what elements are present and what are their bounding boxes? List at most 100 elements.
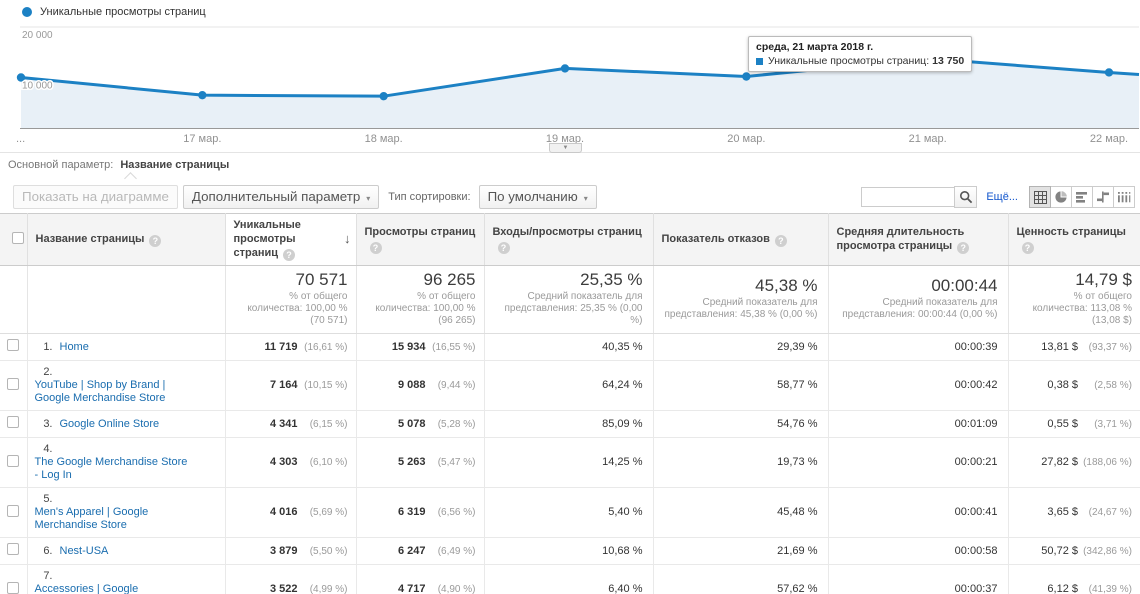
header-page-title[interactable]: Название страницы? bbox=[27, 213, 226, 266]
page-title-cell: 5.Men's Apparel | Google Merchandise Sto… bbox=[27, 487, 226, 538]
page-title-link[interactable]: The Google Merchandise Store - Log In bbox=[34, 456, 188, 481]
metric-value: 0,55 $ bbox=[1047, 417, 1078, 430]
pageviews-cell: 9 088 (9,44 %) bbox=[356, 360, 485, 411]
row-checkbox[interactable] bbox=[7, 377, 20, 390]
help-icon[interactable]: ? bbox=[957, 242, 970, 254]
entrances-cell: 40,35 % bbox=[484, 333, 654, 361]
metric-percent: (3,71 %) bbox=[1094, 418, 1132, 430]
header-entrances[interactable]: Входы/просмотры страниц? bbox=[484, 213, 654, 266]
help-icon[interactable]: ? bbox=[369, 242, 382, 254]
page-value-cell: 3,65 $ (24,67 %) bbox=[1008, 487, 1140, 538]
chart-x-axis-labels: ... 17 мар. 18 мар. 19 мар. 20 мар. 21 мар. 22… bbox=[0, 133, 1140, 147]
row-checkbox[interactable] bbox=[7, 543, 20, 555]
header-avg-time[interactable]: Средняя длительность просмотра страницы? bbox=[828, 213, 1009, 266]
header-pageviews[interactable]: Просмотры страниц? bbox=[356, 213, 485, 266]
performance-view-button[interactable] bbox=[1071, 186, 1093, 208]
metric-percent: (41,39 %) bbox=[1088, 584, 1132, 594]
select-all-checkbox[interactable] bbox=[12, 231, 24, 244]
svg-text:20 000: 20 000 bbox=[22, 30, 53, 41]
page-title-link[interactable]: YouTube | Shop by Brand | Google Merchan… bbox=[34, 379, 166, 404]
comparison-view-button[interactable] bbox=[1092, 186, 1114, 208]
summary-empty bbox=[0, 265, 28, 334]
metric-value: 3 522 bbox=[269, 583, 298, 594]
summary-empty bbox=[27, 265, 226, 334]
x-axis-label: 17 мар. bbox=[183, 133, 222, 145]
row-checkbox[interactable] bbox=[7, 581, 20, 594]
header-unique-pageviews[interactable]: Уникальные просмотры страниц? ↓ bbox=[225, 213, 357, 266]
help-icon[interactable]: ? bbox=[1021, 242, 1034, 254]
table-row: 6. Nest-USA 3 879 (5,50 %) 6 247 (6,49 %) 10,6… bbox=[0, 537, 1140, 565]
search-input[interactable] bbox=[861, 187, 956, 207]
help-icon[interactable]: ? bbox=[774, 235, 787, 247]
unique-pageviews-cell: 4 341 (6,15 %) bbox=[225, 410, 357, 438]
row-checkbox[interactable] bbox=[7, 454, 20, 467]
plot-rows-button[interactable]: Показать на диаграмме bbox=[13, 185, 178, 209]
help-icon[interactable]: ? bbox=[283, 249, 296, 261]
tooltip-label: Уникальные просмотры страниц: bbox=[768, 55, 930, 67]
metric-value: 5,40 % bbox=[608, 506, 643, 518]
page-title-cell: 2.YouTube | Shop by Brand | Google Merch… bbox=[27, 360, 226, 411]
avg-time-cell: 00:00:58 bbox=[828, 537, 1009, 565]
metric-value: 3,65 $ bbox=[1047, 506, 1078, 518]
row-checkbox[interactable] bbox=[7, 504, 20, 517]
row-checkbox-cell bbox=[0, 437, 28, 488]
page-title-cell: 4.The Google Merchandise Store - Log In bbox=[27, 437, 226, 488]
metric-value: 6,12 $ bbox=[1047, 583, 1078, 594]
summary-pageviews: 96 265% от общего количества: 100,00 % (… bbox=[356, 265, 485, 334]
x-axis-label: 20 мар. bbox=[727, 133, 766, 145]
table-view-button[interactable] bbox=[1029, 186, 1051, 208]
chart-legend: Уникальные просмотры страниц bbox=[22, 6, 206, 18]
metric-value: 4 717 bbox=[397, 583, 426, 594]
metric-value: 6,40 % bbox=[608, 583, 643, 594]
more-link[interactable]: Ещё... bbox=[986, 191, 1018, 203]
page-title-link[interactable]: Accessories | Google Merchandise Store bbox=[34, 583, 139, 594]
header-bounce-rate[interactable]: Показатель отказов? bbox=[653, 213, 829, 266]
table-row: 2.YouTube | Shop by Brand | Google Merch… bbox=[0, 360, 1140, 411]
help-icon[interactable]: ? bbox=[497, 242, 510, 254]
row-checkbox-cell bbox=[0, 487, 28, 538]
row-checkbox-cell bbox=[0, 564, 28, 594]
entrances-cell: 10,68 % bbox=[484, 537, 654, 565]
row-checkbox[interactable] bbox=[7, 416, 20, 428]
page-title-link[interactable]: Nest-USA bbox=[59, 544, 109, 557]
row-checkbox[interactable] bbox=[7, 339, 20, 351]
sort-type-dropdown[interactable]: По умолчанию ▾ bbox=[478, 185, 597, 209]
metric-value: 6 247 bbox=[397, 544, 426, 557]
percentage-view-button[interactable] bbox=[1050, 186, 1072, 208]
page-value-cell: 50,72 $ (342,86 %) bbox=[1008, 537, 1140, 565]
metric-percent: (10,15 %) bbox=[304, 380, 348, 391]
metric-value: 00:00:58 bbox=[954, 544, 998, 557]
search-button[interactable] bbox=[954, 186, 978, 208]
tooltip-series-icon bbox=[756, 57, 763, 65]
row-checkbox-cell bbox=[0, 410, 28, 438]
page-value-cell: 27,82 $ (188,06 %) bbox=[1008, 437, 1140, 488]
bounce-rate-cell: 54,76 % bbox=[653, 410, 829, 438]
metric-value: 5 078 bbox=[397, 417, 426, 430]
page-title-link[interactable]: Google Online Store bbox=[59, 417, 160, 430]
metric-percent: (6,10 %) bbox=[309, 457, 348, 468]
pageviews-area-chart[interactable]: 20 000 10 000 bbox=[0, 0, 1140, 152]
header-page-value[interactable]: Ценность страницы? bbox=[1008, 213, 1140, 266]
secondary-dimension-dropdown[interactable]: Дополнительный параметр ▾ bbox=[182, 185, 380, 209]
legend-label: Уникальные просмотры страниц bbox=[40, 6, 206, 18]
row-checkbox-cell bbox=[0, 537, 28, 565]
metric-value: 00:00:37 bbox=[954, 583, 998, 594]
metric-percent: (6,49 %) bbox=[437, 545, 476, 557]
metric-percent: (342,86 %) bbox=[1083, 545, 1132, 557]
summary-unique-pageviews: 70 571% от общего количества: 100,00 % (… bbox=[225, 265, 357, 334]
page-value-cell: 13,81 $ (93,37 %) bbox=[1008, 333, 1140, 361]
pivot-view-button[interactable] bbox=[1113, 186, 1135, 208]
page-title-link[interactable]: Men's Apparel | Google Merchandise Store bbox=[34, 506, 149, 531]
page-title-link[interactable]: Home bbox=[59, 340, 89, 353]
x-axis-label: 19 мар. bbox=[545, 133, 585, 145]
metric-value: 85,09 % bbox=[602, 417, 643, 430]
x-axis-label: 22 мар. bbox=[1089, 133, 1129, 145]
unique-pageviews-cell: 3 879 (5,50 %) bbox=[225, 537, 357, 565]
page-title-cell: 7.Accessories | Google Merchandise Store bbox=[27, 564, 226, 594]
primary-dimension-value[interactable]: Название страницы bbox=[120, 159, 230, 171]
timeline-scrubber[interactable]: ▼ bbox=[549, 143, 582, 153]
metric-value: 0,38 $ bbox=[1047, 379, 1078, 391]
help-icon[interactable]: ? bbox=[149, 235, 162, 247]
metric-percent: (9,44 %) bbox=[437, 380, 476, 391]
metric-value: 15 934 bbox=[391, 340, 426, 353]
